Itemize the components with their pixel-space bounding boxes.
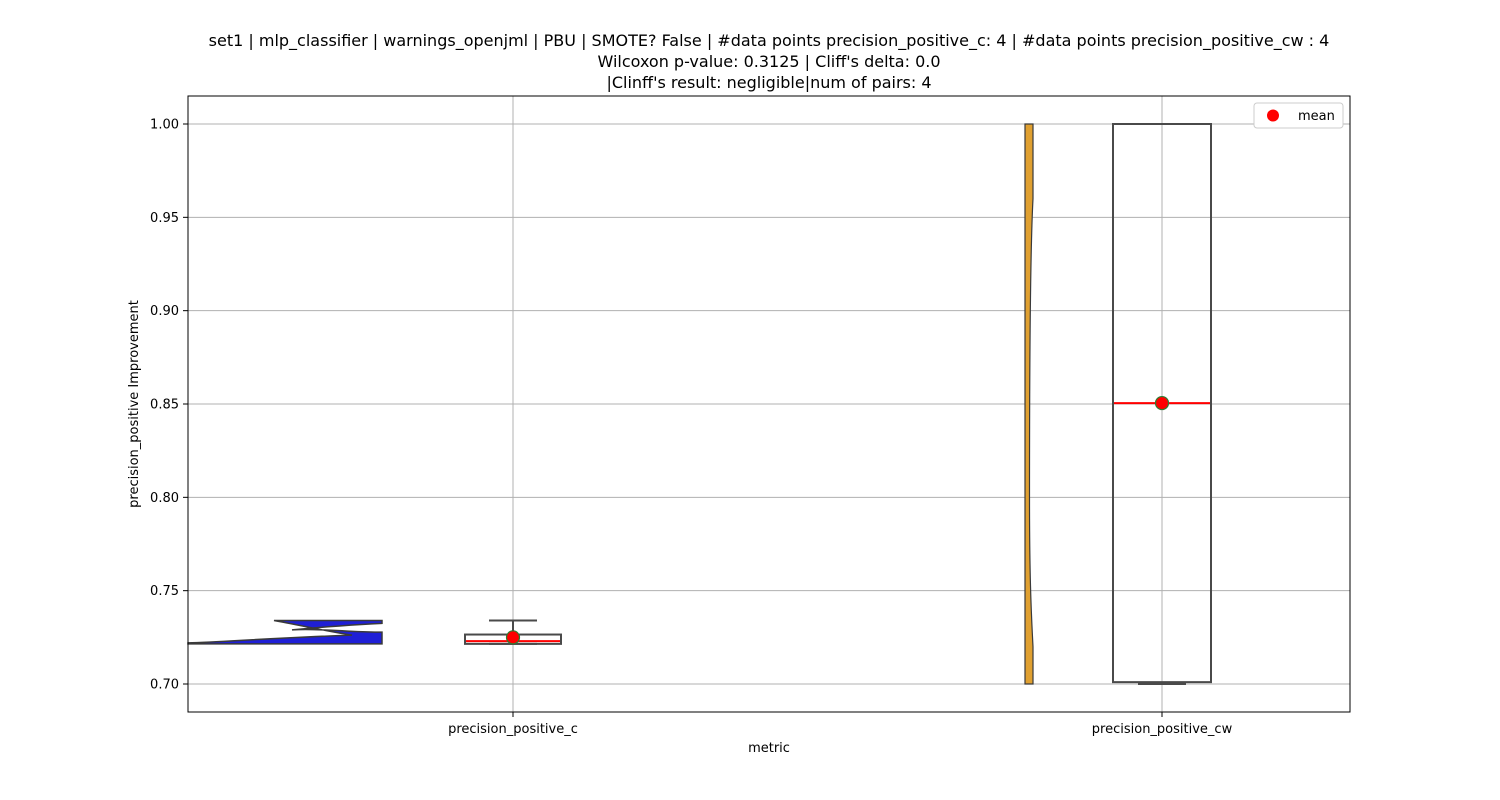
violin-precision_positive_cw bbox=[1024, 123, 1034, 685]
mean-marker-precision_positive_c bbox=[505, 630, 521, 645]
x-axis: precision_positive_c precision_positive_c… bbox=[448, 712, 1233, 737]
x-tick-label: precision_positive_c bbox=[448, 722, 578, 737]
grid bbox=[188, 96, 1350, 712]
legend-mean-marker bbox=[1267, 109, 1279, 122]
y-tick-label: 0.70 bbox=[150, 678, 179, 693]
chart-title-line-3: |Clinff's result: negligible|num of pair… bbox=[606, 73, 931, 92]
box-precision_positive_cw bbox=[1112, 123, 1212, 684]
chart-title-line-2: Wilcoxon p-value: 0.3125 | Cliff's delta… bbox=[597, 52, 940, 71]
violin-precision_positive_c bbox=[187, 619, 383, 645]
mean-marker-precision_positive_cw bbox=[1154, 395, 1170, 411]
y-tick-label: 0.85 bbox=[150, 398, 179, 413]
y-tick-label: 1.00 bbox=[150, 118, 179, 133]
y-axis: 0.70 0.75 0.80 0.85 0.90 0.95 1.00 bbox=[150, 118, 188, 693]
legend-frame bbox=[1253, 102, 1344, 129]
y-tick-label: 0.90 bbox=[150, 304, 179, 319]
y-tick-label: 0.80 bbox=[150, 491, 179, 506]
plot-marks bbox=[187, 123, 1212, 685]
y-axis-label: precision_positive Improvement bbox=[127, 300, 142, 508]
legend-mean-label: mean bbox=[1298, 109, 1335, 124]
y-tick-label: 0.95 bbox=[150, 211, 179, 226]
legend: mean bbox=[1253, 102, 1344, 129]
y-tick-label: 0.75 bbox=[150, 584, 179, 599]
x-tick-label: precision_positive_cw bbox=[1092, 722, 1233, 737]
x-axis-label: metric bbox=[748, 741, 790, 756]
chart-title-line-1: set1 | mlp_classifier | warnings_openjml… bbox=[209, 31, 1330, 51]
chart-title: set1 | mlp_classifier | warnings_openjml… bbox=[209, 31, 1330, 92]
